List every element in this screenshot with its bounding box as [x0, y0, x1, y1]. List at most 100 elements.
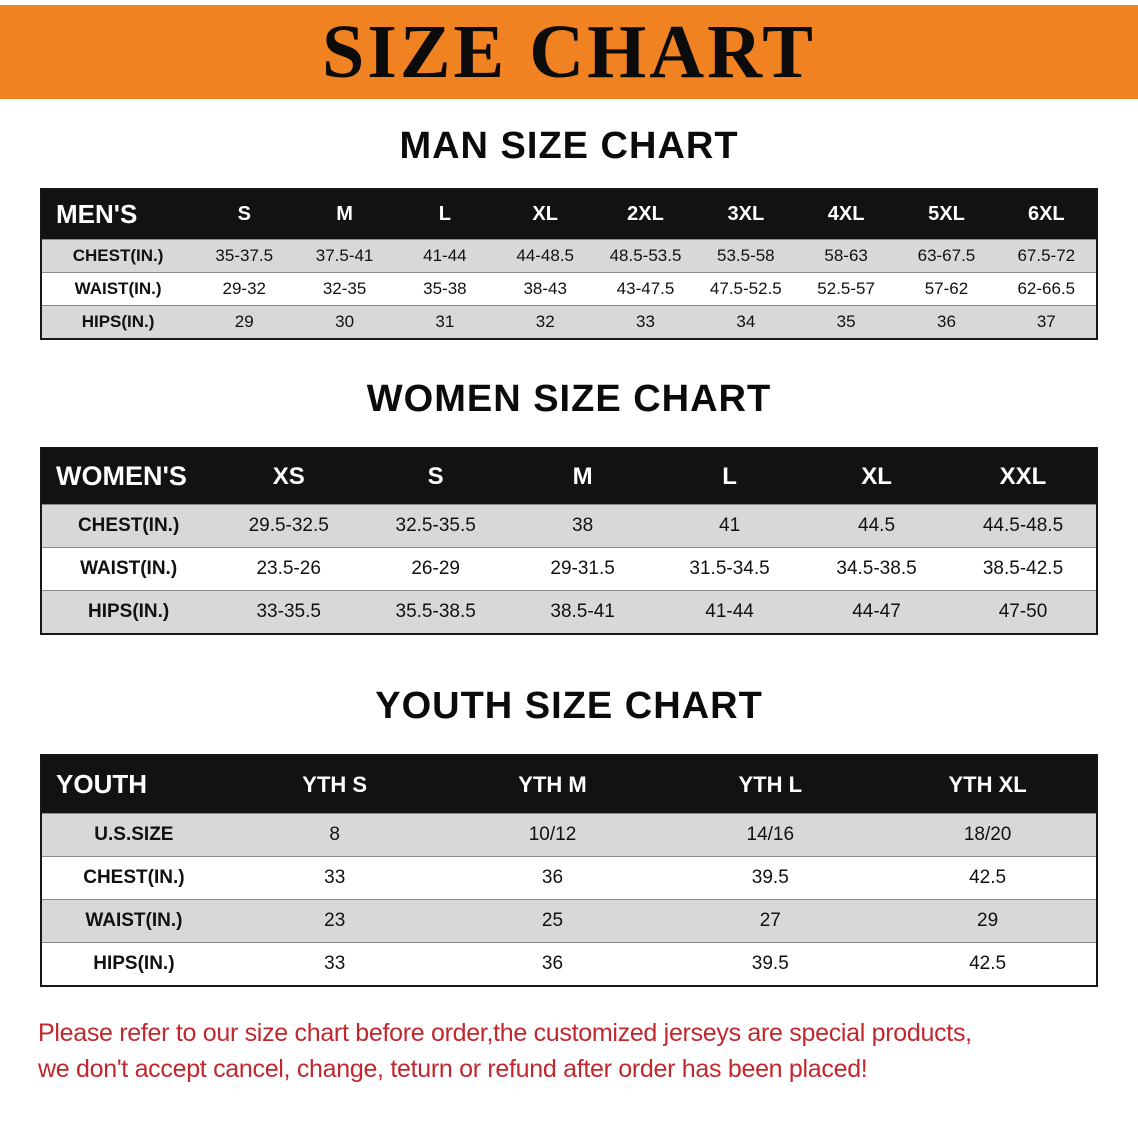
size-header-cell: XL — [495, 189, 596, 240]
value-cell: 36 — [541, 953, 564, 974]
value-cell: 33-35.5 — [256, 601, 321, 622]
table-title-cell: MEN'S — [41, 189, 195, 240]
value-cell: 29-32 — [222, 279, 266, 298]
size-header-cell: M — [509, 448, 657, 505]
value-cell: 62-66.5 — [1017, 279, 1076, 298]
value-cell: 25 — [541, 910, 564, 931]
order-policy-note-line1: Please refer to our size chart before or… — [38, 1019, 972, 1047]
value-cell: 43-47.5 — [616, 279, 675, 298]
measurement-row: WAIST(IN.) 23.5-26 26-29 29-31.5 31.5-34.5 34… — [41, 547, 1097, 591]
value-cell: 47.5-52.5 — [709, 279, 782, 298]
value-cell: 33 — [324, 953, 346, 974]
value-cell: 10/12 — [528, 824, 577, 845]
measurement-row: HIPS(IN.) 33 36 39.5 42.5 — [41, 942, 1097, 986]
value-cell: 44-48.5 — [516, 246, 575, 265]
men-size-table: MEN'S S M L XL 2XL 3XL 4XL 5XL 6XL CHEST(IN.) 35-3… — [40, 188, 1098, 340]
size-header-cell: 3XL — [695, 189, 796, 240]
men-section-heading: MAN SIZE CHART — [399, 125, 739, 167]
measurement-row: HIPS(IN.) 33-35.5 35.5-38.5 38.5-41 41-44 44-… — [41, 590, 1097, 634]
youth-size-table: YOUTH YTH S YTH M YTH L YTH XL U.S.SIZE 8 10/1… — [40, 754, 1098, 987]
youth-header-row: YOUTH YTH S YTH M YTH L YTH XL — [41, 755, 1097, 814]
size-header-cell: S — [362, 448, 510, 505]
men-size-section: MAN SIZE CHART MEN'S S M L XL 2XL 3XL 4XL 5XL 6XL… — [0, 125, 1138, 340]
size-header-cell: L — [656, 448, 804, 505]
value-cell: 31 — [435, 312, 455, 331]
value-cell: 57-62 — [924, 279, 969, 298]
size-header-cell: YTH S — [225, 755, 444, 814]
size-header-cell: 6XL — [996, 189, 1097, 240]
value-cell: 34.5-38.5 — [836, 558, 917, 579]
value-cell: 23 — [324, 910, 346, 931]
size-header-cell: S — [194, 189, 295, 240]
value-cell: 38-43 — [523, 279, 567, 298]
measurement-row: U.S.SIZE 8 10/12 14/16 18/20 — [41, 813, 1097, 857]
size-header-cell: YTH L — [661, 755, 880, 814]
row-label: WAIST(IN.) — [74, 279, 162, 298]
row-label: WAIST(IN.) — [85, 910, 183, 931]
value-cell: 58-63 — [824, 246, 868, 265]
value-cell: 31.5-34.5 — [689, 558, 770, 579]
measurement-row: CHEST(IN.) 35-37.5 37.5-41 41-44 44-48.5 48.5… — [41, 239, 1097, 273]
value-cell: 29.5-32.5 — [248, 515, 329, 536]
table-title-cell: YOUTH — [41, 755, 226, 814]
value-cell: 47-50 — [998, 601, 1048, 622]
measurement-row: CHEST(IN.) 33 36 39.5 42.5 — [41, 856, 1097, 900]
value-cell: 8 — [329, 824, 340, 845]
value-cell: 35.5-38.5 — [395, 601, 476, 622]
value-cell: 35 — [836, 312, 856, 331]
row-label: CHEST(IN.) — [83, 867, 185, 888]
value-cell: 33 — [324, 867, 346, 888]
value-cell: 26-29 — [411, 558, 460, 579]
value-cell: 35-38 — [423, 279, 467, 298]
value-cell: 44.5-48.5 — [982, 515, 1064, 536]
size-header-cell: 4XL — [795, 189, 897, 240]
value-cell: 36 — [936, 312, 956, 331]
value-cell: 18/20 — [963, 824, 1012, 845]
measurement-row: CHEST(IN.) 29.5-32.5 32.5-35.5 38 41 44.5 44.5… — [41, 504, 1097, 548]
value-cell: 67.5-72 — [1017, 246, 1076, 265]
row-label: HIPS(IN.) — [93, 953, 175, 974]
value-cell: 35-37.5 — [215, 246, 274, 265]
row-label: CHEST(IN.) — [72, 246, 164, 265]
value-cell: 38.5-41 — [550, 601, 615, 622]
value-cell: 52.5-57 — [817, 279, 875, 298]
women-size-table: WOMEN'S XS S M L XL XXL CHEST(IN.) 29.5-32.5 32.… — [40, 447, 1098, 635]
order-policy-note-line2: we don't accept cancel, change, teturn o… — [38, 1055, 868, 1084]
value-cell: 27 — [759, 910, 781, 931]
women-header-row: WOMEN'S XS S M L XL XXL — [41, 448, 1097, 505]
value-cell: 32 — [535, 312, 555, 331]
size-header-cell: M — [294, 189, 395, 240]
value-cell: 34 — [736, 312, 756, 331]
row-label: CHEST(IN.) — [77, 515, 180, 536]
youth-section-heading: YOUTH SIZE CHART — [375, 685, 763, 727]
value-cell: 53.5-58 — [716, 246, 775, 265]
value-cell: 39.5 — [751, 867, 789, 888]
value-cell: 29-31.5 — [550, 558, 615, 579]
value-cell: 38 — [572, 515, 594, 536]
women-section-heading: WOMEN SIZE CHART — [366, 378, 772, 420]
value-cell: 37.5-41 — [315, 246, 374, 265]
men-header-row: MEN'S S M L XL 2XL 3XL 4XL 5XL 6XL — [41, 189, 1097, 240]
youth-size-section: YOUTH SIZE CHART YOUTH YTH S YTH M YTH L YTH… — [0, 685, 1138, 987]
measurement-row: HIPS(IN.) 29 30 31 32 33 34 35 36 37 — [41, 305, 1097, 339]
value-cell: 38.5-42.5 — [982, 558, 1064, 579]
measurement-row: WAIST(IN.) 29-32 32-35 35-38 38-43 43-47.5 47.… — [41, 272, 1097, 306]
value-cell: 29 — [234, 312, 254, 331]
value-cell: 14/16 — [746, 824, 795, 845]
size-header-cell: L — [394, 189, 496, 240]
value-cell: 41 — [719, 515, 741, 536]
page-title: SIZE CHART — [321, 10, 816, 94]
value-cell: 30 — [335, 312, 355, 331]
size-header-cell: YTH M — [443, 755, 662, 814]
size-header-cell: XL — [803, 448, 950, 505]
size-chart-banner: SIZE CHART — [0, 5, 1138, 99]
women-size-section: WOMEN SIZE CHART WOMEN'S XS S M L XL XXL CHEST… — [0, 378, 1138, 635]
size-header-cell: 5XL — [896, 189, 997, 240]
value-cell: 32-35 — [322, 279, 367, 298]
value-cell: 41-44 — [423, 246, 467, 265]
size-header-cell: 2XL — [595, 189, 696, 240]
measurement-row: WAIST(IN.) 23 25 27 29 — [41, 899, 1097, 943]
value-cell: 32.5-35.5 — [395, 515, 476, 536]
size-header-cell: XXL — [950, 448, 1097, 505]
row-label: HIPS(IN.) — [81, 312, 155, 331]
